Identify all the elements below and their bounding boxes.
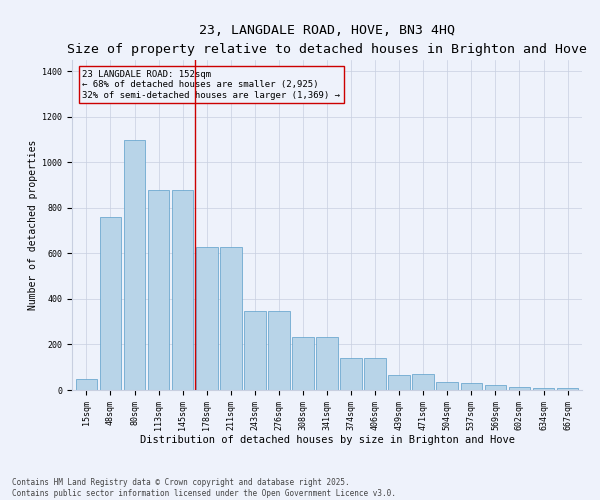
Bar — [316, 336, 338, 390]
Bar — [388, 375, 410, 390]
Bar — [76, 378, 97, 390]
Bar — [461, 383, 482, 390]
Bar — [292, 336, 314, 390]
Bar — [244, 312, 266, 390]
X-axis label: Distribution of detached houses by size in Brighton and Hove: Distribution of detached houses by size … — [139, 436, 515, 446]
Text: 23 LANGDALE ROAD: 152sqm
← 68% of detached houses are smaller (2,925)
32% of sem: 23 LANGDALE ROAD: 152sqm ← 68% of detach… — [82, 70, 340, 100]
Bar — [364, 358, 386, 390]
Bar — [485, 386, 506, 390]
Bar — [268, 312, 290, 390]
Bar — [436, 382, 458, 390]
Bar — [533, 388, 554, 390]
Bar — [412, 374, 434, 390]
Bar — [557, 388, 578, 390]
Title: 23, LANGDALE ROAD, HOVE, BN3 4HQ
Size of property relative to detached houses in: 23, LANGDALE ROAD, HOVE, BN3 4HQ Size of… — [67, 24, 587, 56]
Bar — [340, 358, 362, 390]
Bar — [509, 386, 530, 390]
Y-axis label: Number of detached properties: Number of detached properties — [28, 140, 38, 310]
Bar — [196, 246, 218, 390]
Bar — [220, 246, 242, 390]
Bar — [148, 190, 169, 390]
Text: Contains HM Land Registry data © Crown copyright and database right 2025.
Contai: Contains HM Land Registry data © Crown c… — [12, 478, 396, 498]
Bar — [172, 190, 193, 390]
Bar — [100, 217, 121, 390]
Bar — [124, 140, 145, 390]
